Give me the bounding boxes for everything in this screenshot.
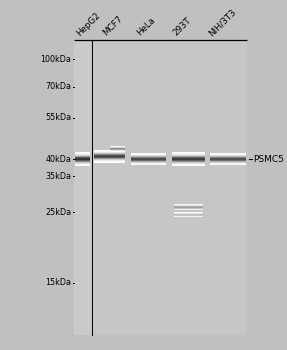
Text: 100kDa: 100kDa (40, 55, 71, 64)
Text: 15kDa: 15kDa (45, 279, 71, 287)
Text: PSMC5: PSMC5 (254, 155, 284, 163)
Text: 55kDa: 55kDa (45, 113, 71, 122)
Text: HeLa: HeLa (135, 16, 158, 38)
Text: 70kDa: 70kDa (45, 82, 71, 91)
Text: 40kDa: 40kDa (45, 155, 71, 163)
Text: MCF7: MCF7 (102, 14, 125, 38)
Text: 25kDa: 25kDa (45, 208, 71, 217)
Bar (93, 41, 247, 335)
Bar (74, 41, 91, 335)
Text: 293T: 293T (171, 16, 193, 38)
Text: NIH/3T3: NIH/3T3 (207, 7, 237, 38)
Text: HepG2: HepG2 (75, 10, 102, 38)
Text: 35kDa: 35kDa (45, 172, 71, 181)
